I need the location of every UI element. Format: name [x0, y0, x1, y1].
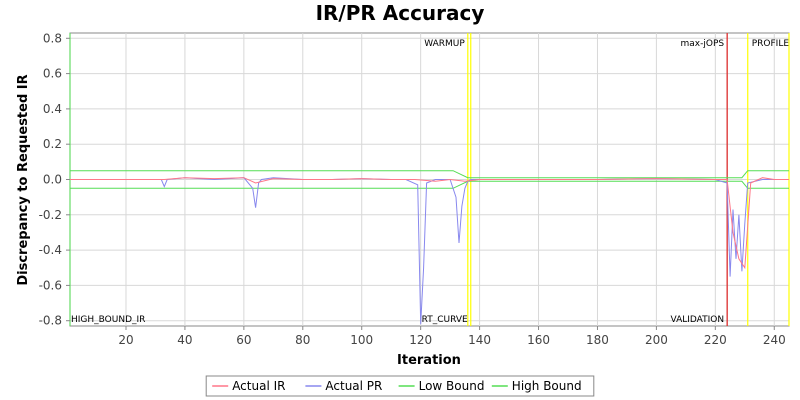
y-tick-label: 0.0 [43, 173, 62, 187]
x-ticks: 20 40 60 80 100 120 140 160 180 200 220 240 [118, 326, 786, 347]
x-tick-label: 240 [763, 333, 786, 347]
x-tick-label: 140 [468, 333, 491, 347]
legend-label: Actual IR [232, 379, 285, 393]
series-line-actual-ir [70, 177, 789, 270]
y-tick-label: -0.8 [39, 314, 62, 328]
x-tick-label: 100 [350, 333, 373, 347]
y-ticks: 0.8 0.6 0.4 0.2 0.0 -0.2 -0.4 -0.6 -0.8 [39, 31, 70, 328]
y-tick-label: -0.2 [39, 208, 62, 222]
x-tick-label: 160 [527, 333, 550, 347]
grid [70, 33, 789, 326]
x-tick-label: 20 [118, 333, 133, 347]
y-tick-label: 0.2 [43, 137, 62, 151]
x-tick-label: 40 [177, 333, 192, 347]
y-tick-label: 0.4 [43, 102, 62, 116]
y-tick-label: -0.4 [39, 243, 62, 257]
x-tick-label: 220 [704, 333, 727, 347]
marker-label: PROFILE [752, 39, 790, 49]
legend: Actual IR Actual PR Low Bound High Bound [205, 375, 595, 397]
series-line-high-bound [70, 170, 789, 179]
y-tick-label: 0.6 [43, 67, 62, 81]
y-tick-label: 0.8 [43, 31, 62, 45]
marker-label: max-jOPS [681, 39, 725, 49]
x-tick-label: 60 [236, 333, 251, 347]
y-tick-label: -0.6 [39, 278, 62, 292]
legend-label: Low Bound [419, 379, 485, 393]
marker-label: HIGH_BOUND_IR [71, 315, 145, 325]
category-markers: HIGH_BOUND_IR WARMUP RT_CURVE max-jOPS VALID… [69, 33, 790, 326]
x-tick-label: 180 [586, 333, 609, 347]
marker-label: RT_CURVE [422, 315, 468, 325]
legend-label: High Bound [512, 379, 582, 393]
marker-label: VALIDATION [671, 315, 725, 325]
x-tick-label: 200 [645, 333, 668, 347]
x-tick-label: 120 [409, 333, 432, 347]
series-line-actual-pr [70, 177, 789, 325]
y-axis-label: Discrepancy to Requested IR [16, 74, 31, 285]
marker-label: WARMUP [424, 39, 465, 49]
series-lines [70, 170, 789, 325]
x-axis-label: Iteration [397, 353, 461, 368]
x-tick-label: 80 [295, 333, 310, 347]
chart-title: IR/PR Accuracy [316, 1, 485, 25]
legend-label: Actual PR [325, 379, 382, 393]
